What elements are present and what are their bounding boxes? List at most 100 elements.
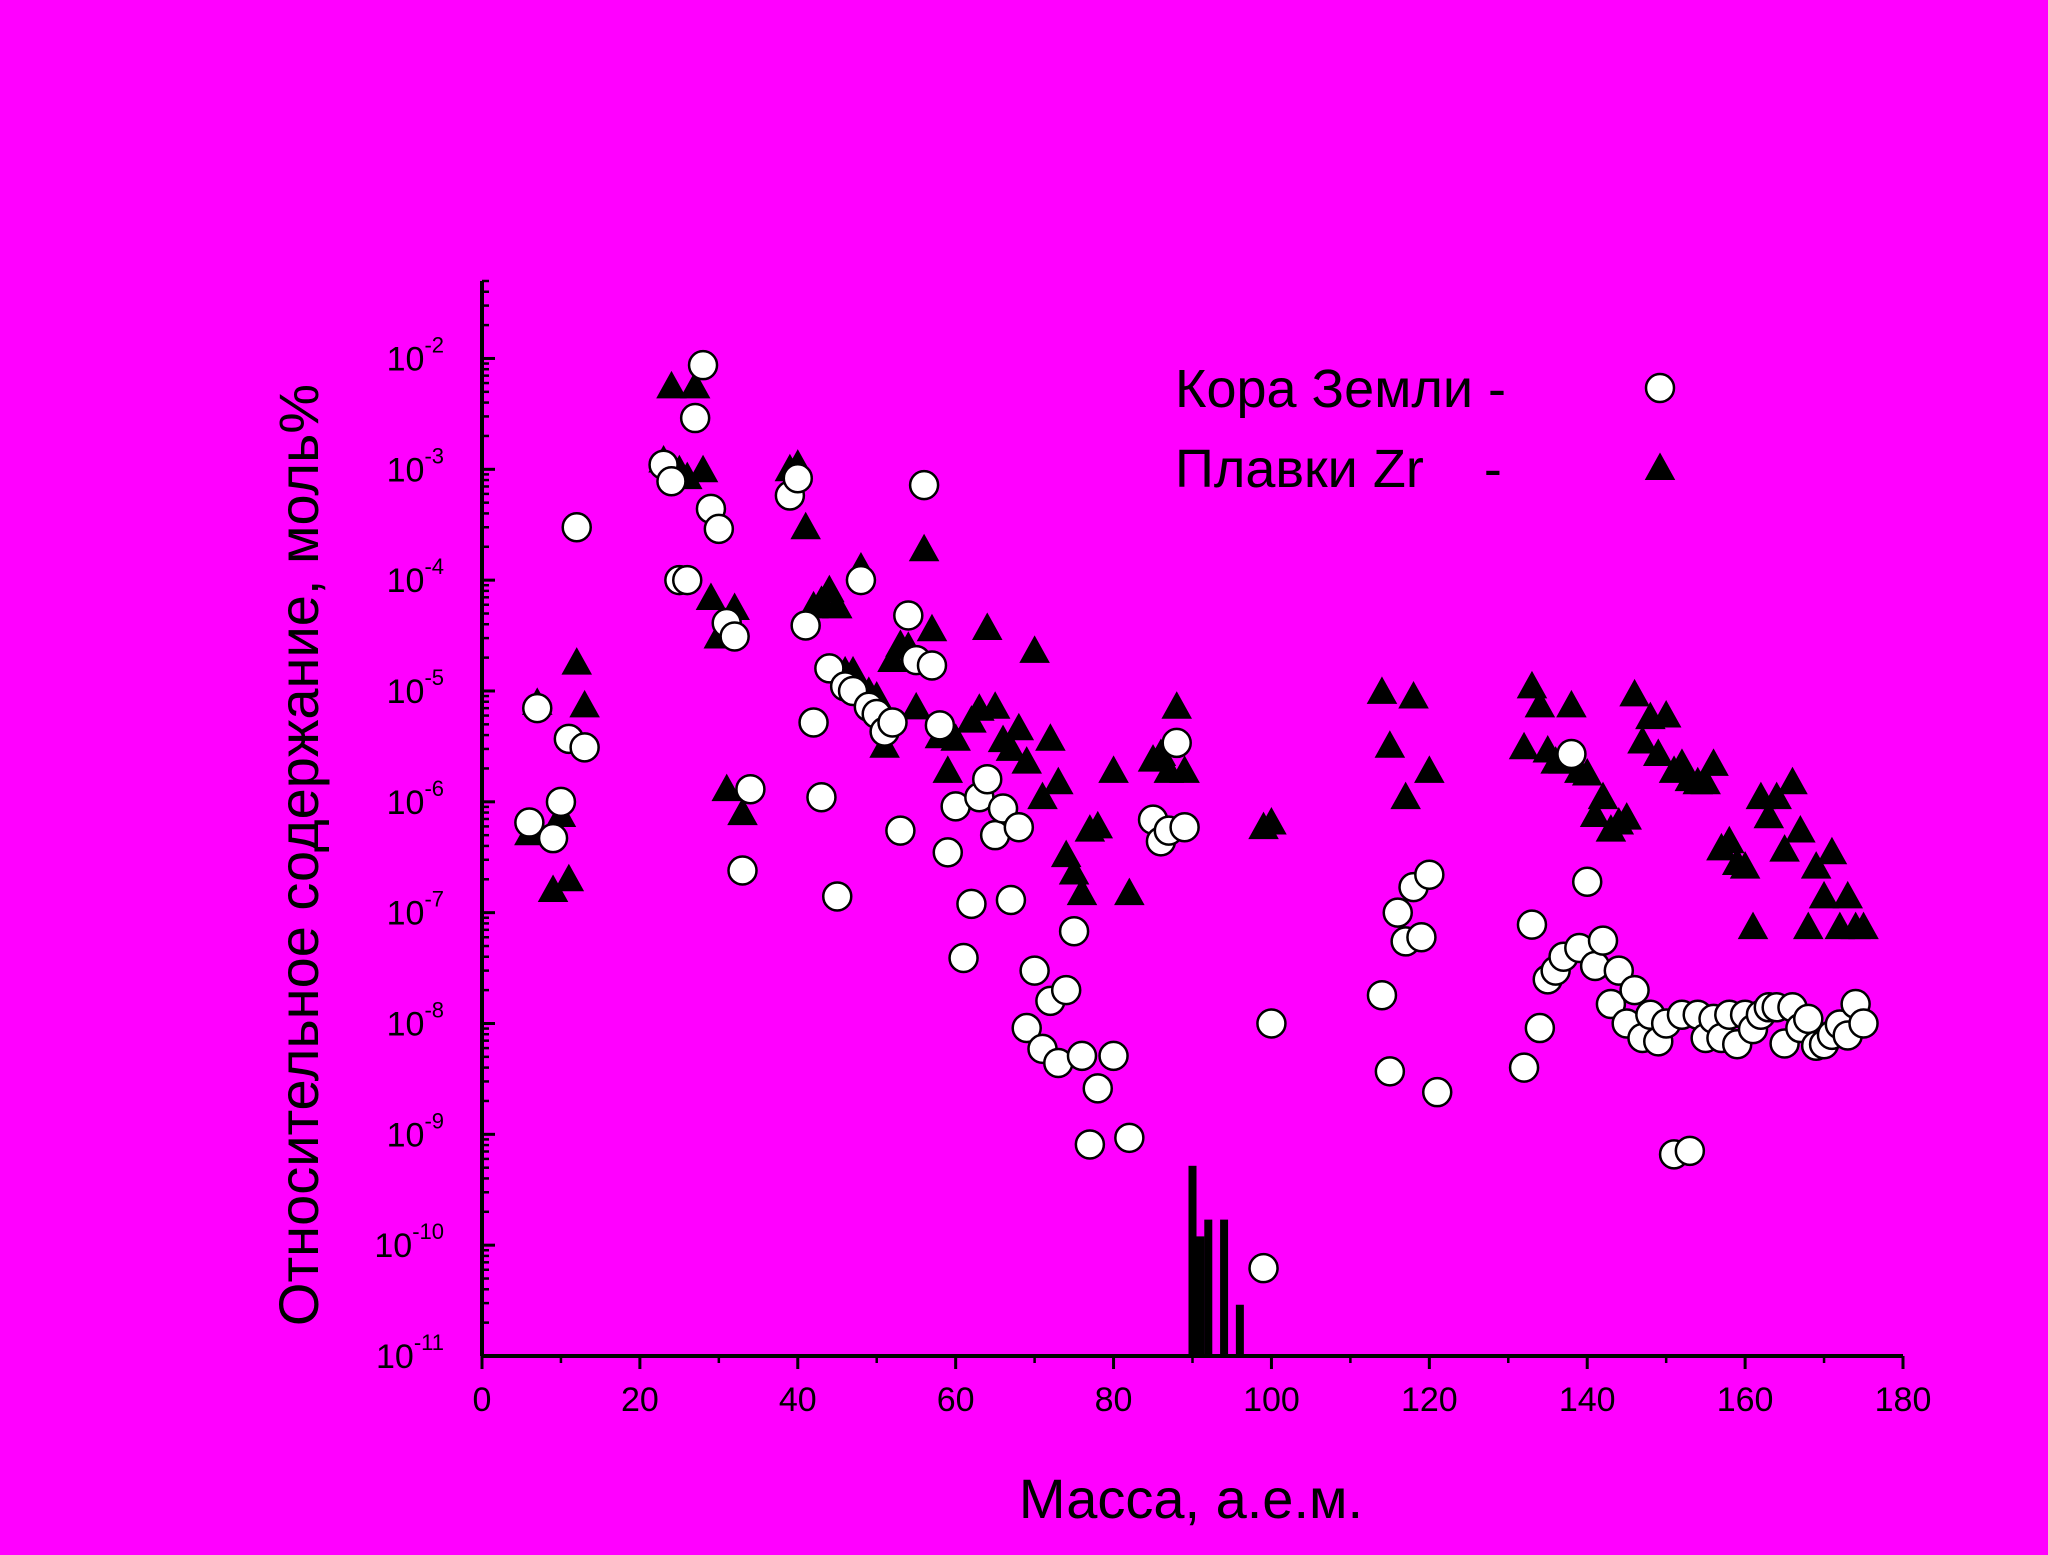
y-tick-base: 10 bbox=[387, 451, 425, 489]
x-tick-label: 20 bbox=[621, 1381, 659, 1419]
y-tick-base: 10 bbox=[387, 673, 425, 711]
bar bbox=[1188, 1165, 1197, 1356]
data-point bbox=[1390, 781, 1421, 810]
y-axis-label: Относительное содержание, моль% bbox=[267, 384, 330, 1326]
data-point bbox=[1366, 979, 1398, 1011]
y-tick-exponent: -2 bbox=[424, 332, 444, 357]
data-point bbox=[514, 807, 545, 838]
data-point bbox=[522, 692, 553, 724]
data-point bbox=[1524, 1012, 1556, 1044]
data-point bbox=[1414, 859, 1445, 890]
bar bbox=[1196, 1236, 1205, 1356]
data-point bbox=[1374, 730, 1406, 758]
data-point bbox=[727, 855, 758, 886]
x-tick-label: 160 bbox=[1717, 1381, 1774, 1419]
data-point bbox=[687, 454, 719, 483]
y-tick-exponent: -10 bbox=[412, 1219, 444, 1244]
y-tick-base: 10 bbox=[387, 340, 425, 378]
legend-label: Плавки Zr - bbox=[1175, 439, 1502, 499]
data-point bbox=[1714, 825, 1745, 854]
data-point bbox=[885, 815, 916, 846]
data-point bbox=[537, 822, 569, 854]
data-point bbox=[1587, 925, 1619, 956]
data-point bbox=[1114, 877, 1145, 906]
data-point bbox=[719, 621, 750, 652]
data-point bbox=[1035, 723, 1066, 751]
x-tick-label: 180 bbox=[1875, 1381, 1932, 1419]
data-point bbox=[798, 707, 829, 738]
data-point bbox=[1421, 1076, 1453, 1108]
data-point bbox=[971, 612, 1003, 640]
data-point bbox=[1082, 1073, 1114, 1104]
data-point bbox=[995, 884, 1027, 916]
data-point bbox=[1611, 802, 1642, 830]
data-point bbox=[1832, 880, 1864, 909]
data-point bbox=[1808, 880, 1840, 909]
data-point bbox=[1579, 799, 1611, 827]
data-point bbox=[1848, 911, 1879, 940]
data-point bbox=[1114, 1122, 1145, 1154]
data-point bbox=[1406, 921, 1437, 953]
y-tick-base: 10 bbox=[376, 1338, 414, 1376]
data-point bbox=[1011, 746, 1042, 774]
data-point bbox=[1082, 810, 1114, 839]
data-point bbox=[679, 370, 711, 399]
data-point bbox=[900, 691, 932, 720]
data-point bbox=[1556, 689, 1587, 718]
y-tick-label: 10-9 bbox=[387, 1108, 444, 1154]
data-point bbox=[1619, 678, 1650, 707]
data-point bbox=[1058, 857, 1090, 885]
data-point bbox=[1043, 766, 1074, 795]
data-point bbox=[1571, 866, 1603, 898]
bar bbox=[1235, 1304, 1244, 1356]
data-point bbox=[1256, 1008, 1287, 1039]
data-point bbox=[1627, 725, 1658, 754]
y-tick-label: 10-7 bbox=[387, 887, 444, 933]
data-point bbox=[908, 533, 940, 562]
data-point bbox=[821, 590, 853, 619]
data-point bbox=[1508, 731, 1540, 760]
data-point bbox=[790, 610, 821, 641]
data-point bbox=[1777, 766, 1808, 795]
data-point bbox=[1066, 1040, 1098, 1072]
x-tick-label: 40 bbox=[779, 1381, 817, 1419]
data-point bbox=[1058, 915, 1090, 947]
x-tick-label: 0 bbox=[473, 1381, 492, 1419]
data-point bbox=[656, 370, 687, 399]
data-point bbox=[995, 733, 1027, 761]
y-tick-exponent: -4 bbox=[424, 554, 444, 579]
y-tick-label: 10-4 bbox=[387, 554, 444, 600]
data-point bbox=[924, 710, 956, 741]
data-point bbox=[877, 707, 908, 738]
legend-label: Кора Земли - bbox=[1175, 359, 1506, 419]
data-point bbox=[956, 888, 987, 920]
data-point bbox=[1003, 811, 1035, 843]
data-point bbox=[1737, 911, 1769, 940]
data-point bbox=[1848, 1008, 1879, 1039]
data-point bbox=[1792, 911, 1824, 940]
data-point bbox=[1690, 766, 1721, 795]
data-point bbox=[1571, 757, 1603, 786]
data-point bbox=[1019, 955, 1050, 986]
data-point bbox=[1169, 811, 1200, 843]
data-point bbox=[1516, 909, 1548, 940]
data-point bbox=[806, 781, 837, 813]
data-point bbox=[695, 582, 727, 610]
data-point bbox=[782, 463, 814, 494]
legend-marker bbox=[1644, 372, 1676, 404]
bar bbox=[1204, 1219, 1213, 1356]
data-point bbox=[1374, 1056, 1406, 1087]
data-point bbox=[845, 564, 877, 596]
y-tick-label: 10-11 bbox=[376, 1330, 444, 1376]
data-point bbox=[1516, 670, 1548, 699]
data-point bbox=[1816, 836, 1848, 865]
y-tick-label: 10-2 bbox=[387, 332, 444, 378]
data-point bbox=[561, 647, 593, 675]
data-point bbox=[1800, 851, 1832, 879]
data-point bbox=[1619, 974, 1650, 1006]
data-point bbox=[1414, 755, 1445, 783]
y-tick-exponent: -6 bbox=[424, 776, 444, 801]
legend-marker bbox=[1644, 452, 1676, 480]
data-point bbox=[822, 881, 853, 912]
y-tick-exponent: -3 bbox=[424, 443, 444, 468]
